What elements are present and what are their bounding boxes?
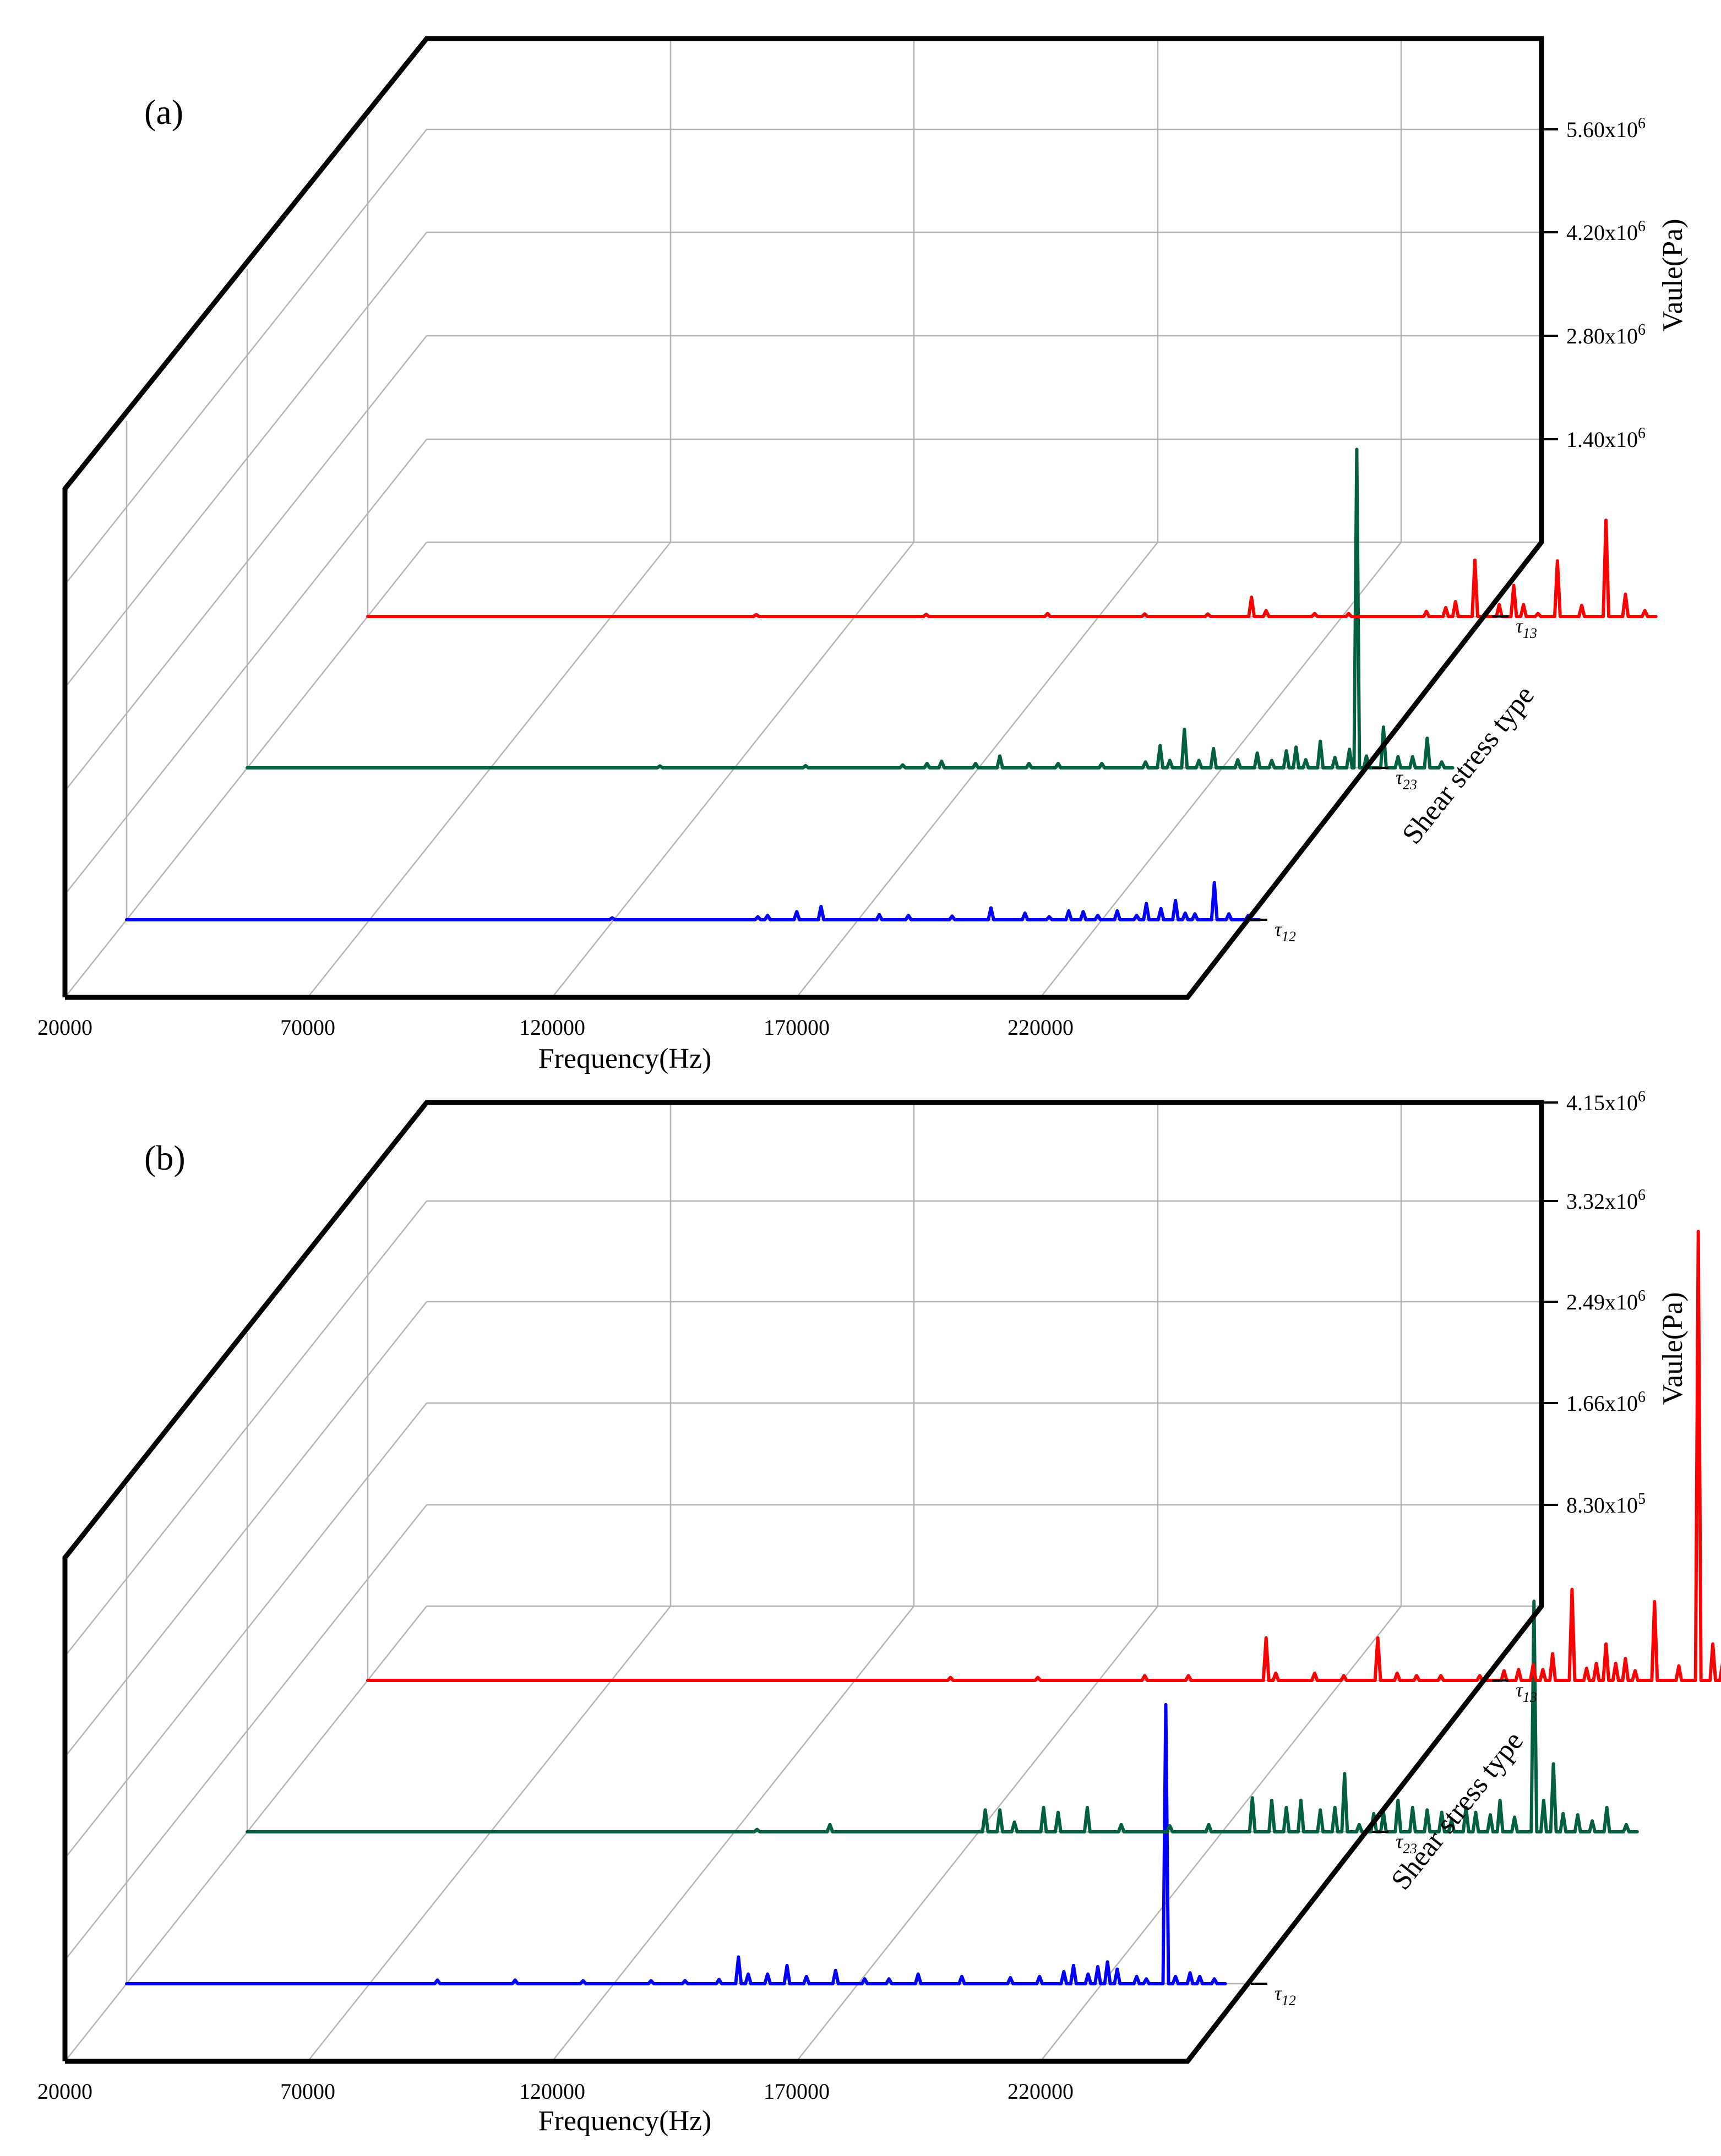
panel-b-x-tick-label: 20000 <box>37 2079 92 2104</box>
panel-a-x-tick-label: 70000 <box>280 1015 335 1040</box>
panel-b-y-tick-label: 1.66x106 <box>1566 1389 1646 1416</box>
series-line-tau12-panel-a <box>125 881 1261 921</box>
panel-b-y-tick-label: 8.30x105 <box>1566 1491 1646 1518</box>
panel-a-series-label-tau13: τ13 <box>1516 615 1537 641</box>
panel-a-series-label-tau12: τ12 <box>1275 918 1296 945</box>
panel-a-x-axis-title: Frequency(Hz) <box>538 1043 712 1074</box>
panel-b-y-tick-label: 2.49x106 <box>1566 1287 1646 1314</box>
panel-b-z-axis-title: Shear stress type <box>1385 1726 1529 1896</box>
panel-b-x-tick-label: 170000 <box>764 2079 830 2104</box>
panel-b-series-label-tau13: τ13 <box>1516 1679 1537 1705</box>
panel-a-x-tick-label: 120000 <box>519 1015 585 1040</box>
panel-b-series-labels: τ12 τ23 τ13 <box>1275 1679 1537 2008</box>
panel-b-series <box>125 1230 1721 1985</box>
panel-a-x-tick-labels: 20000 70000 120000 170000 220000 <box>37 1015 1074 1040</box>
panel-a-y-tick-label: 1.40x106 <box>1566 425 1646 452</box>
panel-a-y-tick-label: 2.80x106 <box>1566 321 1646 348</box>
series-line-tau23-panel-a <box>246 447 1455 769</box>
panel-a-chart: (a) 20000 70000 120000 170000 220000 Fre… <box>37 36 1689 1074</box>
panel-a-z-axis-title: Shear stress type <box>1396 680 1540 850</box>
panel-b-chart: (b) 20000 70000 120000 170000 220000 Fre… <box>37 1088 1721 2137</box>
series-line-tau13-panel-a <box>366 518 1658 618</box>
panel-b-grid <box>64 1102 1542 2062</box>
panel-b-y-axis-title: Vaule(Pa) <box>1657 1292 1689 1405</box>
series-line-tau13-panel-b <box>366 1230 1721 1682</box>
panel-b-x-tick-label: 120000 <box>519 2079 585 2104</box>
panel-a-y-axis-title: Vaule(Pa) <box>1657 219 1689 331</box>
series-line-tau12-panel-b <box>125 1702 1227 1985</box>
panel-a-y-tick-labels: 1.40x106 2.80x106 4.20x106 5.60x106 <box>1566 115 1646 452</box>
panel-b-y-tick-label: 4.15x106 <box>1566 1088 1646 1115</box>
panel-a-x-tick-label: 170000 <box>764 1015 830 1040</box>
panel-b-frame <box>62 1100 1544 2064</box>
series-line-tau23-panel-b <box>246 1600 1639 1833</box>
panel-a-frame <box>62 36 1544 1000</box>
panel-a-grid <box>64 39 1542 998</box>
panel-b-y-tick-labels: 8.30x105 1.66x106 2.49x106 3.32x106 4.15… <box>1566 1088 1646 1518</box>
panel-a-ticks <box>1251 128 1558 921</box>
panel-b-series-label-tau12: τ12 <box>1275 1982 1296 2008</box>
panel-b-label: (b) <box>144 1138 186 1177</box>
panel-a-x-tick-label: 20000 <box>37 1015 92 1040</box>
panel-b-y-tick-label: 3.32x106 <box>1566 1187 1646 1214</box>
panel-b-x-axis-title: Frequency(Hz) <box>538 2105 712 2137</box>
panel-a-series-labels: τ12 τ23 τ13 <box>1275 615 1537 945</box>
panel-a-y-tick-label: 4.20x106 <box>1566 218 1646 245</box>
panel-b-x-tick-label: 70000 <box>280 2079 335 2104</box>
panel-a-y-tick-label: 5.60x106 <box>1566 115 1646 142</box>
panel-a-x-tick-label: 220000 <box>1007 1015 1074 1040</box>
panel-a-label: (a) <box>144 92 183 132</box>
panel-b-x-tick-label: 220000 <box>1007 2079 1074 2104</box>
panel-b-x-tick-labels: 20000 70000 120000 170000 220000 <box>37 2079 1074 2104</box>
panel-b-ticks <box>1251 1101 1558 1985</box>
panel-b-series-label-tau23: τ23 <box>1396 1830 1417 1857</box>
panel-a-series <box>125 447 1658 921</box>
panel-a-series-label-tau23: τ23 <box>1396 766 1417 793</box>
